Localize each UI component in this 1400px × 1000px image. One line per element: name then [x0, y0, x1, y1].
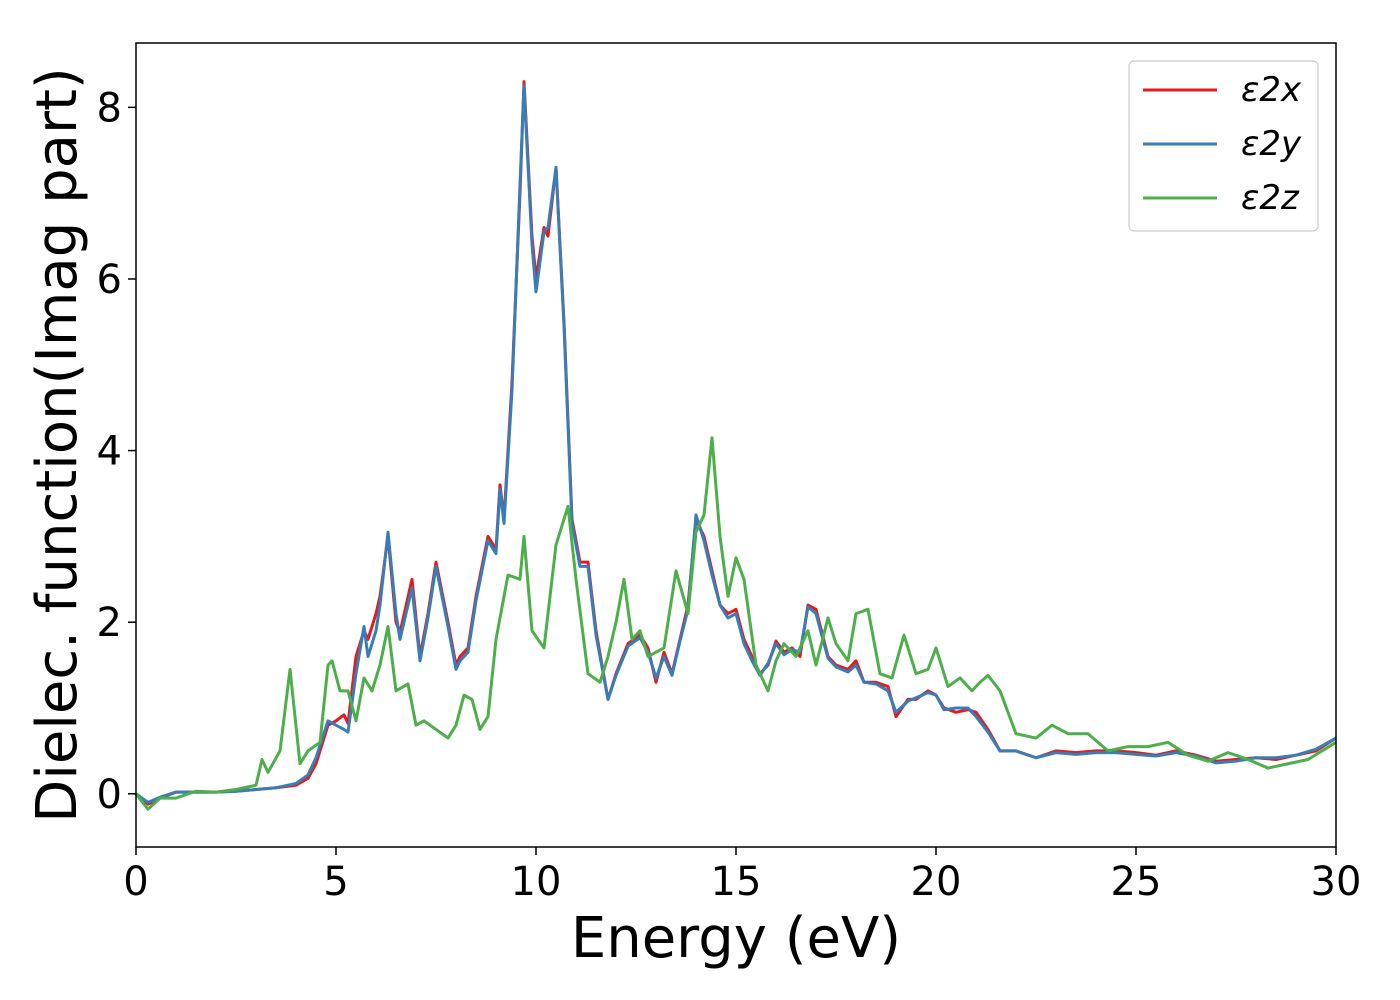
x-axis-label: Energy (eV) [571, 906, 901, 971]
y-axis-label: Dielec. function(Imag part) [25, 67, 90, 823]
x-tick-label: 25 [1111, 859, 1162, 905]
series-line-1 [135, 80, 1337, 806]
x-tick-label: 10 [511, 859, 562, 905]
series-line-2 [135, 84, 1337, 804]
x-tick-label: 0 [123, 859, 148, 905]
x-tick-label: 5 [323, 859, 348, 905]
legend-label: ε2z [1241, 178, 1300, 218]
y-axis: 0 2 4 6 8 [97, 85, 136, 818]
x-axis: 0 5 10 15 20 25 30 [123, 847, 1361, 905]
legend-label: ε2x [1241, 70, 1302, 110]
series-line-3 [134, 436, 1337, 811]
legend-label: ε2y [1241, 124, 1302, 164]
legend: ε2x ε2y ε2z [1128, 60, 1319, 232]
x-tick-label: 15 [711, 859, 762, 905]
plot-lines [134, 80, 1337, 811]
y-tick-label: 4 [97, 429, 122, 475]
x-tick-label: 30 [1311, 859, 1362, 905]
y-tick-label: 2 [97, 600, 122, 646]
y-tick-label: 8 [97, 85, 122, 131]
legend-box [1128, 60, 1319, 232]
y-tick-label: 6 [97, 257, 122, 303]
y-tick-label: 0 [97, 772, 122, 818]
x-tick-label: 20 [911, 859, 962, 905]
